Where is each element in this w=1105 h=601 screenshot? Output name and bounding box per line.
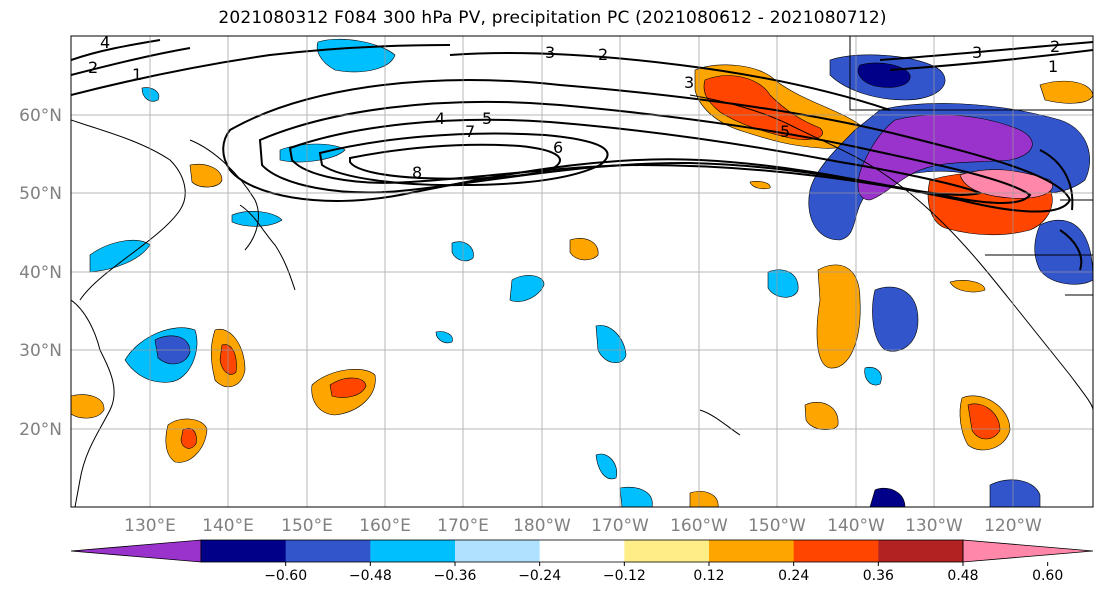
colorbar-tick-label: −0.36 bbox=[434, 568, 477, 584]
colorbar-extension-min bbox=[70, 539, 202, 563]
pv-contour-labels: 1 2 3 4 5 6 7 8 2 3 4 5 1 3 2 bbox=[88, 33, 1060, 182]
contour-label: 8 bbox=[412, 163, 422, 182]
map-frame bbox=[70, 35, 1094, 508]
contour-label: 2 bbox=[1050, 37, 1060, 56]
colorbar-swatch bbox=[793, 540, 879, 562]
colorbar-border bbox=[200, 539, 964, 563]
contour-label: 2 bbox=[598, 45, 608, 64]
lon-label: 150°W bbox=[748, 516, 806, 536]
coastlines bbox=[71, 36, 1093, 507]
lon-label: 120°W bbox=[984, 516, 1042, 536]
gridlines bbox=[71, 36, 1093, 507]
lon-label: 140°E bbox=[202, 516, 254, 536]
colorbar-tick-label: −0.60 bbox=[264, 568, 307, 584]
lon-label: 160°W bbox=[670, 516, 728, 536]
colorbar-tick-label: 0.60 bbox=[1032, 568, 1063, 584]
colorbar-swatch bbox=[709, 540, 795, 562]
colorbar-tick-label: −0.12 bbox=[603, 568, 646, 584]
colorbar-swatch bbox=[201, 540, 287, 562]
lon-label: 180°W bbox=[513, 516, 571, 536]
colorbar-swatch bbox=[285, 540, 371, 562]
colorbar-swatch bbox=[455, 540, 541, 562]
lat-label: 20°N bbox=[19, 420, 62, 440]
colorbar-swatch bbox=[539, 540, 625, 562]
contour-label: 3 bbox=[972, 43, 982, 62]
lon-label: 130°W bbox=[905, 516, 963, 536]
latitude-labels: 60°N 50°N 40°N 30°N 20°N bbox=[19, 106, 62, 440]
colorbar-tick-label: 0.12 bbox=[693, 568, 724, 584]
pv-contours bbox=[71, 39, 1093, 271]
contour-label: 4 bbox=[435, 109, 445, 128]
contour-label: 5 bbox=[780, 122, 790, 141]
lon-label: 130°E bbox=[124, 516, 176, 536]
colorbar: −0.60 −0.48 −0.36 −0.24 −0.12 0.12 0.24 0.36 0.4… bbox=[70, 539, 1094, 584]
colorbar-swatch bbox=[624, 540, 710, 562]
lat-label: 50°N bbox=[19, 184, 62, 204]
lon-label: 170°E bbox=[437, 516, 489, 536]
contour-label: 3 bbox=[684, 73, 694, 92]
contour-label: 4 bbox=[100, 33, 110, 52]
colorbar-tick-label: −0.24 bbox=[518, 568, 561, 584]
colorbar-tick-label: 0.24 bbox=[778, 568, 809, 584]
lon-label: 150°E bbox=[281, 516, 333, 536]
lat-label: 30°N bbox=[19, 341, 62, 361]
contour-label: 6 bbox=[553, 138, 563, 157]
contour-label: 7 bbox=[465, 122, 475, 141]
lon-label: 160°E bbox=[359, 516, 411, 536]
colorbar-swatch bbox=[370, 540, 456, 562]
lat-label: 40°N bbox=[19, 263, 62, 283]
contour-label: 3 bbox=[545, 43, 555, 62]
map-title: 2021080312 F084 300 hPa PV, precipitatio… bbox=[218, 8, 887, 28]
contour-label: 2 bbox=[88, 58, 98, 77]
contour-label: 5 bbox=[482, 109, 492, 128]
contour-label: 1 bbox=[1048, 57, 1058, 76]
colorbar-swatch bbox=[878, 540, 964, 562]
longitude-labels: 130°E 140°E 150°E 160°E 170°E 180°W 170°… bbox=[124, 516, 1042, 536]
colorbar-tick-label: 0.36 bbox=[863, 568, 894, 584]
colorbar-tick-label: −0.48 bbox=[349, 568, 392, 584]
lon-label: 170°W bbox=[591, 516, 649, 536]
lon-label: 140°W bbox=[827, 516, 885, 536]
colorbar-extension-max bbox=[962, 539, 1094, 563]
lat-label: 60°N bbox=[19, 106, 62, 126]
contour-label: 1 bbox=[132, 65, 142, 84]
colorbar-tick-label: 0.48 bbox=[947, 568, 978, 584]
